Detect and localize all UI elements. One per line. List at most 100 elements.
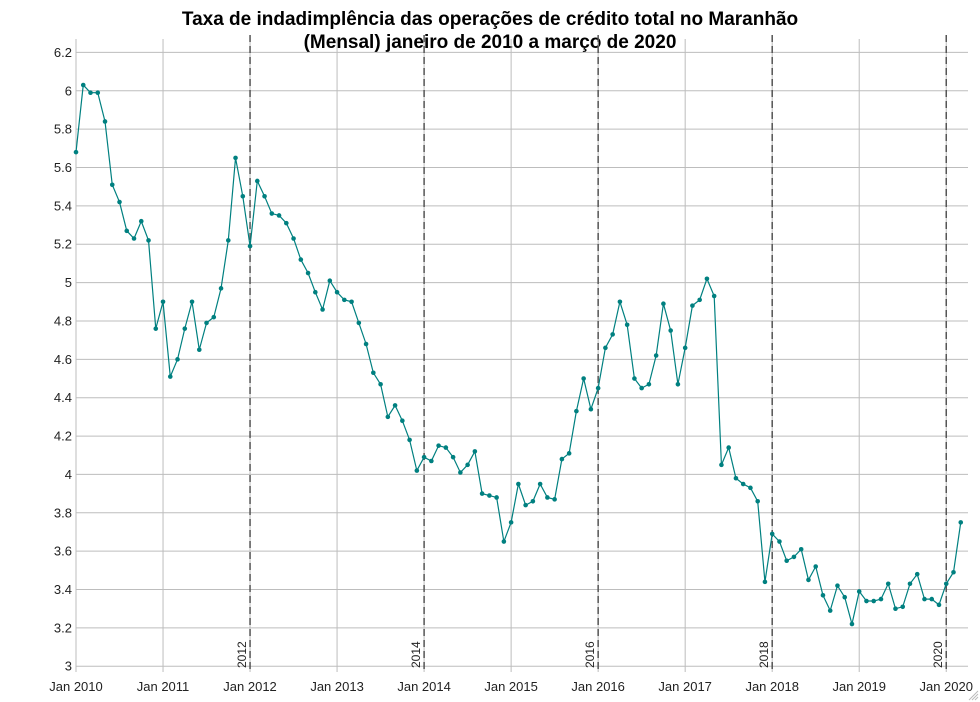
data-point [436, 443, 441, 448]
year-marker-label: 2012 [235, 641, 249, 668]
data-point [661, 301, 666, 307]
data-point [748, 485, 753, 491]
x-tick-label: Jan 2015 [484, 679, 538, 694]
year-marker-label: 2014 [409, 641, 423, 668]
data-point [363, 341, 369, 347]
data-point [196, 347, 202, 353]
data-point [835, 583, 840, 588]
data-point [73, 149, 79, 155]
x-tick-label: Jan 2012 [223, 679, 277, 694]
y-tick-label: 3.6 [54, 544, 72, 559]
data-point [501, 539, 507, 544]
data-point [943, 581, 949, 587]
data-point [414, 468, 420, 473]
data-point [233, 155, 238, 161]
data-point [885, 581, 891, 587]
data-point [313, 289, 318, 295]
data-point [914, 571, 920, 577]
year-marker-label: 2018 [757, 641, 771, 668]
data-point [479, 491, 485, 496]
data-point [465, 462, 470, 468]
resize-grip-line [974, 696, 979, 701]
data-point [900, 604, 906, 610]
data-point [697, 297, 702, 303]
y-tick-label: 4.4 [54, 390, 72, 405]
series-line [75, 83, 962, 625]
data-point [487, 493, 492, 498]
data-point [704, 276, 710, 282]
data-point [450, 454, 456, 460]
data-point [762, 579, 768, 585]
data-point [342, 297, 347, 303]
data-point [820, 592, 826, 598]
x-tick-label: Jan 2018 [745, 679, 799, 694]
y-tick-label: 5.2 [54, 237, 72, 252]
data-point [769, 531, 775, 537]
data-point [443, 445, 449, 450]
chart-title-line2: (Mensal) janeiro de 2010 a março de 2020 [303, 32, 677, 53]
data-point [523, 502, 528, 508]
data-point [639, 385, 644, 391]
data-point [225, 238, 231, 243]
data-point [668, 328, 673, 333]
data-point [530, 498, 536, 504]
data-point [327, 278, 333, 283]
y-tick-label: 5.8 [54, 122, 72, 137]
data-point [508, 520, 514, 525]
y-tick-label: 4.8 [54, 313, 72, 328]
x-tick-label: Jan 2020 [919, 679, 973, 694]
data-point [856, 589, 862, 594]
y-tick-label: 6.2 [54, 45, 72, 60]
data-point [298, 257, 304, 262]
chart-title: Taxa de indadimplência das operações de … [0, 8, 980, 54]
data-point [80, 82, 86, 88]
data-point [690, 303, 695, 308]
year-marker-label: 2016 [583, 641, 597, 668]
data-point [784, 558, 789, 564]
data-point [864, 598, 869, 604]
data-point [356, 320, 362, 326]
x-tick-label: Jan 2011 [137, 679, 190, 694]
data-point [276, 213, 282, 218]
data-point [109, 182, 115, 188]
x-tick-label: Jan 2014 [397, 679, 451, 694]
year-markers: 2012 2014 2016 2018 2020 [235, 35, 947, 672]
data-point [878, 596, 884, 602]
data-point [588, 406, 594, 412]
data-point [378, 381, 383, 387]
y-axis-ticks: 3 3.2 3.4 3.6 3.8 4 4.2 4.4 4.6 4.8 5 5.2 5.4 5.6 5.8 6… [54, 45, 72, 674]
data-point [951, 569, 956, 575]
data-point [813, 564, 819, 569]
data-point [182, 326, 188, 331]
data-point [131, 236, 137, 241]
data-point [269, 211, 275, 216]
data-point [153, 326, 159, 331]
data-point [842, 594, 848, 600]
data-point [218, 286, 224, 291]
data-point [777, 539, 782, 544]
data-point [291, 236, 296, 241]
data-point [675, 381, 681, 387]
data-point [610, 332, 615, 337]
data-point [922, 596, 927, 602]
y-tick-label: 3.4 [54, 582, 72, 597]
chart-title-line1: Taxa de indadimplência das operações de … [181, 9, 799, 30]
data-point [755, 498, 760, 504]
data-point [617, 299, 623, 305]
data-point [349, 299, 354, 305]
data-point [791, 554, 797, 560]
x-tick-label: Jan 2017 [658, 679, 712, 694]
data-point [603, 345, 608, 351]
data-point [711, 293, 717, 299]
data-point [458, 470, 463, 475]
data-point [247, 243, 253, 249]
y-tick-label: 3 [65, 659, 72, 674]
data-point [494, 495, 499, 500]
data-point [719, 462, 724, 468]
resize-grip-line [968, 690, 979, 701]
decor [968, 690, 979, 701]
data-point [334, 289, 340, 295]
data-point [189, 299, 195, 305]
data-point [117, 199, 122, 205]
data-point [95, 90, 101, 96]
